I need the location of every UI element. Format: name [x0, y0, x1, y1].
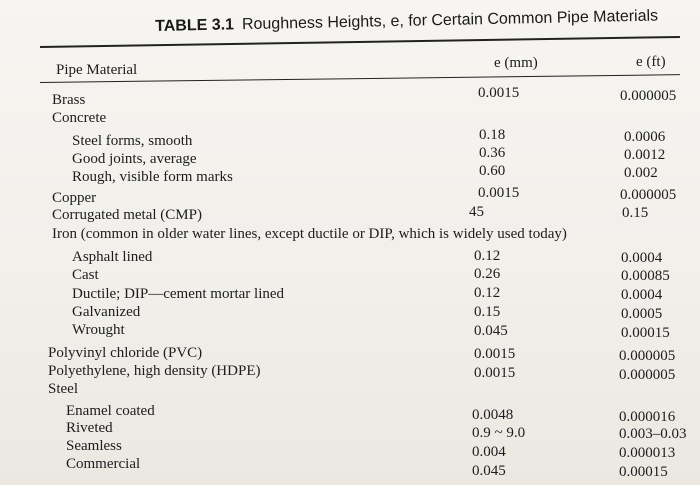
table-row: Ductile; DIP—cement mortar lined 0.12 0.…: [0, 285, 700, 306]
table-row: Seamless 0.004 0.000013: [0, 438, 700, 461]
material-cell: Concrete: [52, 110, 107, 126]
e-mm-cell: 0.9 ~ 9.0: [472, 425, 526, 441]
e-mm-cell: 0.0015: [478, 85, 520, 101]
table-row: Rough, visible form marks 0.60 0.002: [0, 163, 700, 189]
e-ft-cell: 0.000016: [619, 409, 676, 425]
table-row: Iron (common in older water lines, excep…: [0, 226, 700, 246]
e-ft-cell: 0.0005: [621, 306, 663, 322]
table-row: Enamel coated 0.0048 0.000016: [0, 403, 700, 425]
material-cell: Asphalt lined: [72, 249, 153, 265]
material-cell: Brass: [52, 92, 86, 108]
table-top-rule: [40, 35, 680, 48]
e-mm-cell: 0.12: [474, 248, 501, 264]
table-title: Roughness Heights, e, for Certain Common…: [241, 7, 659, 34]
material-cell: Riveted: [66, 420, 113, 436]
e-ft-cell: 0.000013: [619, 445, 676, 461]
e-mm-cell: 0.15: [474, 304, 501, 320]
material-cell: Polyethylene, high density (HDPE): [48, 363, 261, 379]
table-number: TABLE 3.1: [155, 16, 235, 35]
table-row: Asphalt lined 0.12 0.0004: [0, 248, 700, 269]
material-cell: Enamel coated: [66, 403, 155, 419]
e-ft-cell: 0.000005: [619, 348, 676, 364]
table-row: Cast 0.26 0.00085: [0, 266, 700, 287]
material-cell: Seamless: [66, 438, 122, 454]
header-pipe-material: Pipe Material: [56, 62, 138, 78]
material-cell: Corrugated metal (CMP): [52, 207, 202, 223]
e-mm-cell: 0.0015: [474, 365, 516, 381]
table-row: Corrugated metal (CMP) 45 0.15: [0, 204, 700, 227]
material-cell: Copper: [52, 190, 97, 206]
e-mm-cell: 0.36: [479, 145, 506, 161]
e-ft-cell: 0.15: [622, 205, 649, 221]
e-ft-cell: 0.000005: [620, 187, 677, 203]
table-row: Steel: [0, 381, 700, 401]
table-row: Commercial 0.045 0.00015: [0, 456, 700, 480]
material-cell: Ductile; DIP—cement mortar lined: [72, 286, 285, 302]
material-cell: Wrought: [72, 322, 125, 338]
header-e-mm: e (mm): [494, 55, 538, 71]
e-ft-cell: 0.0004: [621, 287, 663, 303]
e-ft-cell: 0.003–0.03: [619, 426, 687, 442]
material-cell: Steel forms, smooth: [72, 133, 193, 149]
e-mm-cell: 0.60: [479, 163, 506, 179]
material-cell: Rough, visible form marks: [72, 169, 233, 185]
table-row: Wrought 0.045 0.00015: [0, 322, 700, 342]
table-row: Steel forms, smooth 0.18 0.0006: [0, 127, 700, 153]
e-ft-cell: 0.0004: [621, 250, 663, 266]
e-ft-cell: 0.00085: [621, 268, 670, 284]
e-mm-cell: 0.045: [472, 463, 506, 479]
e-ft-cell: 0.0006: [624, 129, 666, 145]
material-cell: Steel: [48, 381, 78, 397]
material-cell: Galvanized: [72, 304, 141, 320]
table-row: Polyethylene, high density (HDPE) 0.0015…: [0, 363, 700, 383]
e-mm-cell: 0.045: [474, 323, 508, 339]
table-row: Brass 0.0015 0.000005: [0, 85, 700, 112]
e-ft-cell: 0.00015: [619, 464, 668, 480]
table-row: Polyvinyl chloride (PVC) 0.0015 0.000005: [0, 345, 700, 365]
e-mm-cell: 0.12: [474, 285, 501, 301]
e-ft-cell: 0.00015: [621, 325, 670, 341]
e-ft-cell: 0.000005: [619, 367, 676, 383]
e-mm-cell: 0.0048: [472, 407, 514, 423]
material-cell: Commercial: [66, 456, 141, 472]
table-row: Good joints, average 0.36 0.0012: [0, 145, 700, 171]
material-cell: Iron (common in older water lines, excep…: [52, 226, 567, 242]
e-mm-cell: 45: [469, 204, 484, 220]
e-mm-cell: 0.26: [474, 266, 501, 282]
e-ft-cell: 0.002: [624, 165, 658, 181]
material-cell: Polyvinyl chloride (PVC): [48, 345, 203, 361]
table-row: Riveted 0.9 ~ 9.0 0.003–0.03: [0, 420, 700, 442]
e-mm-cell: 0.0015: [478, 185, 520, 201]
material-cell: Good joints, average: [72, 151, 197, 167]
header-e-ft: e (ft): [636, 54, 666, 70]
table-row: Concrete: [0, 110, 700, 130]
e-mm-cell: 0.18: [479, 127, 506, 143]
table-caption: TABLE 3.1 Roughness Heights, e, for Certa…: [155, 7, 658, 36]
table-row: Copper 0.0015 0.000005: [0, 185, 700, 210]
e-ft-cell: 0.000005: [620, 88, 677, 104]
table-row: Galvanized 0.15 0.0005: [0, 304, 700, 324]
e-mm-cell: 0.004: [472, 444, 506, 460]
e-ft-cell: 0.0012: [624, 147, 666, 163]
material-cell: Cast: [72, 267, 99, 283]
e-mm-cell: 0.0015: [474, 346, 516, 362]
